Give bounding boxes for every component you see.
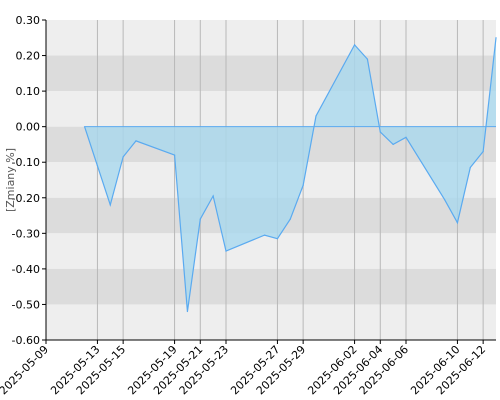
data-point-2025-05-16 <box>135 140 137 142</box>
data-point-2025-06-02 <box>353 44 356 46</box>
band-8 <box>46 304 496 340</box>
y-tick-label: 0.20 <box>16 50 41 63</box>
data-point-2025-06-13 <box>495 37 497 39</box>
data-point-2025-05-14 <box>109 204 111 206</box>
data-point-2025-05-29 <box>302 184 304 186</box>
data-point-2025-06-06 <box>405 136 407 138</box>
y-tick-label: -0.40 <box>12 263 40 276</box>
y-tick-label: 0.00 <box>16 121 41 134</box>
data-point-2025-05-22 <box>212 195 214 197</box>
data-point-2025-05-13 <box>96 165 99 167</box>
data-point-2025-05-15 <box>122 156 124 158</box>
series-area <box>84 37 497 312</box>
y-tick-label: -0.30 <box>12 227 40 240</box>
data-point-2025-06-04 <box>379 131 381 133</box>
axes <box>42 19 496 344</box>
y-tick-label: -0.60 <box>12 334 40 347</box>
band-1 <box>46 55 496 92</box>
y-tick-labels: 0.30 0.20 0.10 0.00 -0.10 -0.20 -0.30 -0.40 -0.5… <box>12 14 40 347</box>
y-tick-label: 0.30 <box>16 14 41 27</box>
y-tick-label: -0.10 <box>12 156 40 169</box>
y-tick-label: -0.20 <box>12 192 40 205</box>
data-point-2025-05-26 <box>263 234 266 236</box>
data-point-2025-06-05 <box>392 143 394 146</box>
data-point-2025-05-21 <box>199 218 201 220</box>
data-point-2025-05-27 <box>276 238 279 240</box>
data-point-2025-05-30 <box>315 115 317 117</box>
area-layer <box>83 37 497 313</box>
data-point-2025-05-12 <box>83 126 86 128</box>
y-tick-label: 0.10 <box>16 85 41 98</box>
x-tick-label: 2025-05-09 <box>0 343 51 397</box>
data-point-2025-05-23 <box>225 250 227 252</box>
band-7 <box>46 268 496 305</box>
data-point-2025-06-10 <box>456 222 459 224</box>
data-point-2025-06-03 <box>366 58 369 60</box>
data-point-2025-05-20 <box>186 310 189 313</box>
band-2 <box>46 91 496 127</box>
x-tick-labels: 2025-05-092025-05-132025-05-152025-05-19… <box>0 343 488 397</box>
data-point-2025-06-09 <box>443 198 446 201</box>
band-6 <box>46 233 496 269</box>
y-tick-label: -0.50 <box>12 298 40 311</box>
y-axis-label: [Zmiany %] <box>4 148 17 212</box>
data-point-2025-05-28 <box>289 218 291 220</box>
data-point-2025-06-12 <box>482 150 484 153</box>
data-point-2025-06-11 <box>469 166 471 169</box>
data-point-2025-05-19 <box>173 154 176 156</box>
band-0 <box>46 20 496 56</box>
